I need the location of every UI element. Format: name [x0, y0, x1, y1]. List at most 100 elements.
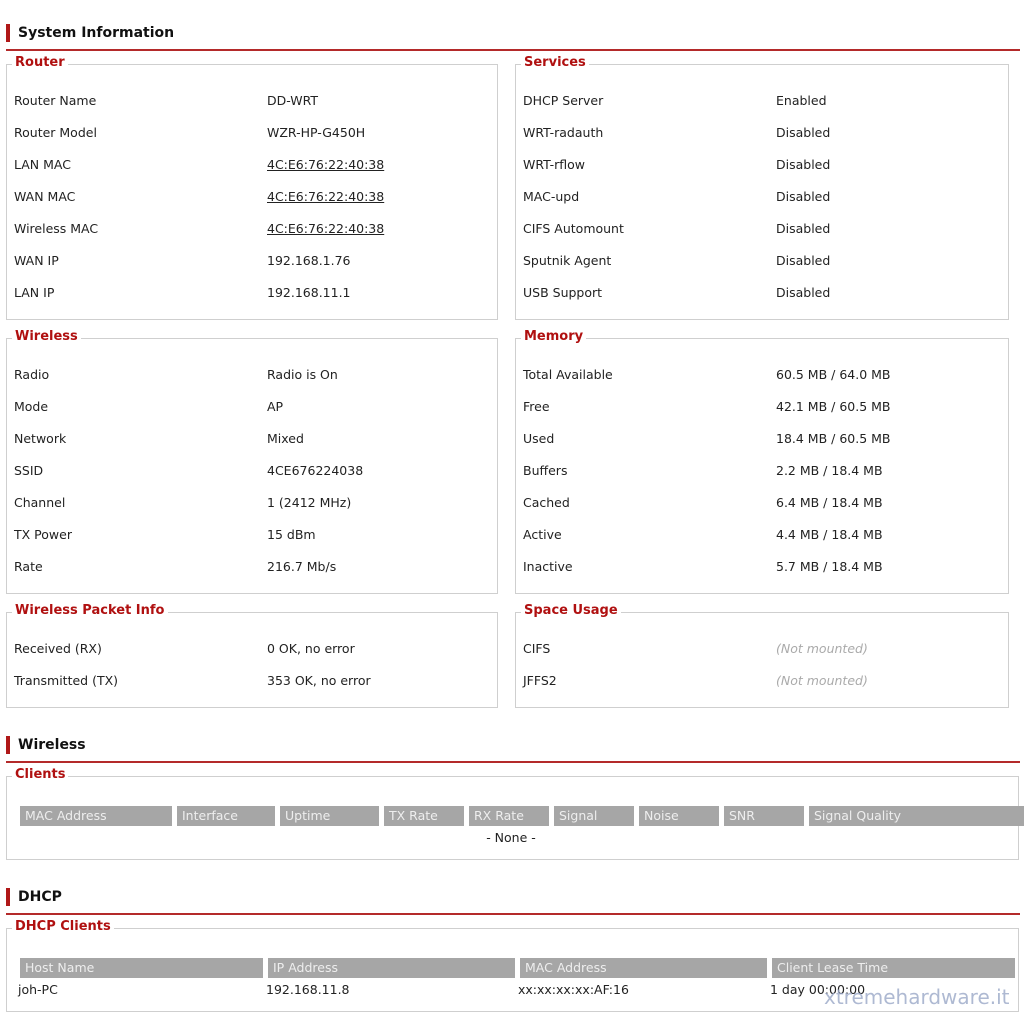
- row-value: (Not mounted): [776, 673, 868, 688]
- column-header: RX Rate: [469, 806, 549, 826]
- row-label: Mode: [14, 399, 49, 414]
- section-title: DHCP: [18, 889, 62, 905]
- row-value: 4.4 MB / 18.4 MB: [776, 527, 883, 542]
- row-label: Cached: [523, 495, 570, 510]
- section-title: System Information: [18, 25, 175, 41]
- row-label: Rate: [14, 559, 43, 574]
- row-value: 18.4 MB / 60.5 MB: [776, 431, 891, 446]
- row-label: Network: [14, 431, 67, 446]
- row-value: 1 (2412 MHz): [267, 495, 352, 510]
- row-label: Total Available: [523, 367, 613, 382]
- column-header: MAC Address: [20, 806, 172, 826]
- section-rule: [6, 913, 1020, 915]
- row-label: TX Power: [14, 527, 72, 542]
- row-label: Wireless MAC: [14, 221, 99, 236]
- row-value: Enabled: [776, 93, 827, 108]
- panel-legend: DHCP Clients: [12, 919, 114, 935]
- row-label: WRT-rflow: [523, 157, 586, 172]
- row-label: JFFS2: [523, 673, 557, 688]
- row-value[interactable]: 4C:E6:76:22:40:38: [267, 157, 385, 172]
- row-label: Transmitted (TX): [14, 673, 119, 688]
- row-value: 6.4 MB / 18.4 MB: [776, 495, 883, 510]
- panel-legend: Wireless Packet Info: [12, 603, 168, 619]
- panel-legend: Space Usage: [521, 603, 621, 619]
- row-label: DHCP Server: [523, 93, 604, 108]
- row-value: 4CE676224038: [267, 463, 364, 478]
- panel: [6, 338, 498, 594]
- table-cell: joh-PC: [18, 982, 58, 997]
- row-value: WZR-HP-G450H: [267, 125, 366, 140]
- row-value: Disabled: [776, 157, 831, 172]
- row-label: USB Support: [523, 285, 603, 300]
- column-header: Uptime: [280, 806, 379, 826]
- row-label: Buffers: [523, 463, 568, 478]
- section-marker: [6, 24, 10, 42]
- panel: [6, 612, 498, 708]
- panel: [515, 64, 1009, 320]
- row-label: Free: [523, 399, 550, 414]
- column-header: Signal Quality: [809, 806, 1024, 826]
- row-label: MAC-upd: [523, 189, 580, 204]
- row-label: WAN MAC: [14, 189, 76, 204]
- table-cell: 192.168.11.8: [266, 982, 350, 997]
- column-header: TX Rate: [384, 806, 464, 826]
- row-label: WAN IP: [14, 253, 59, 268]
- panel-legend: Wireless: [12, 329, 81, 345]
- row-label: CIFS Automount: [523, 221, 624, 236]
- row-value: Disabled: [776, 189, 831, 204]
- section-rule: [6, 49, 1020, 51]
- panel-legend: Memory: [521, 329, 587, 345]
- row-label: Radio: [14, 367, 50, 382]
- column-header: MAC Address: [520, 958, 767, 978]
- row-value: 216.7 Mb/s: [267, 559, 337, 574]
- row-value: DD-WRT: [267, 93, 319, 108]
- row-value: 42.1 MB / 60.5 MB: [776, 399, 891, 414]
- row-label: LAN IP: [14, 285, 55, 300]
- row-label: SSID: [14, 463, 44, 478]
- row-value: 15 dBm: [267, 527, 316, 542]
- column-header: SNR: [724, 806, 804, 826]
- row-label: WRT-radauth: [523, 125, 604, 140]
- row-value[interactable]: 4C:E6:76:22:40:38: [267, 221, 385, 236]
- row-value: 60.5 MB / 64.0 MB: [776, 367, 891, 382]
- row-value: 192.168.11.1: [267, 285, 351, 300]
- empty-note: - None -: [486, 830, 536, 845]
- row-value: 192.168.1.76: [267, 253, 351, 268]
- column-header: Host Name: [20, 958, 263, 978]
- section-title: Wireless: [18, 737, 86, 753]
- row-label: LAN MAC: [14, 157, 71, 172]
- panel-legend: Services: [521, 55, 589, 71]
- panel: [515, 338, 1009, 594]
- row-value: (Not mounted): [776, 641, 868, 656]
- row-label: Router Name: [14, 93, 97, 108]
- row-label: CIFS: [523, 641, 551, 656]
- table-cell: 1 day 00:00:00: [770, 982, 866, 997]
- column-header: Noise: [639, 806, 719, 826]
- row-value: 0 OK, no error: [267, 641, 355, 656]
- section-rule: [6, 761, 1020, 763]
- row-value: Disabled: [776, 125, 831, 140]
- row-value: AP: [267, 399, 284, 414]
- row-label: Active: [523, 527, 562, 542]
- row-value: Disabled: [776, 253, 831, 268]
- row-label: Received (RX): [14, 641, 102, 656]
- row-label: Channel: [14, 495, 66, 510]
- panel-legend: Clients: [12, 767, 69, 783]
- row-value: Mixed: [267, 431, 304, 446]
- panel: [6, 928, 1019, 1012]
- row-value: Disabled: [776, 285, 831, 300]
- section-marker: [6, 736, 10, 754]
- row-value: Disabled: [776, 221, 831, 236]
- row-value: 2.2 MB / 18.4 MB: [776, 463, 883, 478]
- row-value: Radio is On: [267, 367, 338, 382]
- panel: [515, 612, 1009, 708]
- column-header: IP Address: [268, 958, 515, 978]
- row-value: 353 OK, no error: [267, 673, 371, 688]
- row-value[interactable]: 4C:E6:76:22:40:38: [267, 189, 385, 204]
- column-header: Interface: [177, 806, 275, 826]
- panel: [6, 64, 498, 320]
- column-header: Signal: [554, 806, 634, 826]
- row-label: Router Model: [14, 125, 97, 140]
- panel-legend: Router: [12, 55, 68, 71]
